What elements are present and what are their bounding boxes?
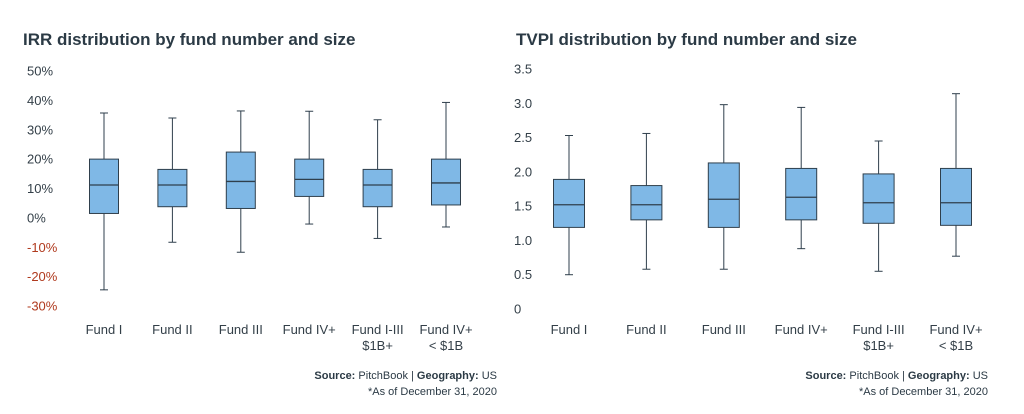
x-category-label: Fund IV+ <box>775 322 828 337</box>
box-group <box>862 140 895 272</box>
x-category-label: Fund I <box>551 322 588 337</box>
box-group <box>630 132 663 270</box>
y-tick-label: 40% <box>27 93 53 108</box>
box-group <box>89 112 119 291</box>
y-tick-label: 0 <box>514 302 521 317</box>
box-group <box>707 104 740 270</box>
source-value: PitchBook | <box>846 370 908 382</box>
box-iqr <box>940 167 972 226</box>
geography-label: Geography: <box>416 370 479 382</box>
tvpi-source-line: Source: PitchBook | Geography: US <box>805 368 988 384</box>
box-group <box>431 101 461 228</box>
y-tick-label: 50% <box>27 64 53 79</box>
source-label: Source: <box>805 370 847 382</box>
x-category-label: $1B+ <box>362 338 393 353</box>
box-group <box>553 135 585 276</box>
x-category-label: Fund III <box>702 322 746 337</box>
y-tick-label: -10% <box>27 240 58 255</box>
y-tick-label: 1.5 <box>514 199 532 214</box>
box-iqr <box>707 162 740 228</box>
geography-value: US <box>478 370 497 382</box>
box-iqr <box>553 178 585 228</box>
x-category-label: Fund III <box>219 322 263 337</box>
y-tick-label: 1.0 <box>514 233 532 248</box>
box-group <box>225 110 256 253</box>
y-tick-label: 0.5 <box>514 267 532 282</box>
geography-value: US <box>969 370 988 382</box>
box-group <box>294 110 325 225</box>
y-tick-label: 30% <box>27 122 53 137</box>
x-category-label: Fund II <box>152 322 192 337</box>
box-iqr <box>785 167 818 221</box>
box-group <box>362 119 393 239</box>
x-category-label: Fund II <box>626 322 666 337</box>
tvpi-chart-panel: TVPI distribution by fund number and siz… <box>512 0 1024 414</box>
tvpi-chart-title: TVPI distribution by fund number and siz… <box>516 30 857 49</box>
box-iqr <box>157 168 188 208</box>
box-group <box>940 93 972 257</box>
box-iqr <box>225 151 256 209</box>
irr-chart-panel: IRR distribution by fund number and size… <box>23 30 497 400</box>
box-iqr <box>294 158 325 197</box>
tvpi-as-of-note: *As of December 31, 2020 <box>858 386 988 398</box>
irr-chart-title: IRR distribution by fund number and size <box>23 30 356 49</box>
x-category-label: Fund I-III <box>352 322 404 337</box>
box-iqr <box>362 168 393 208</box>
x-category-label: Fund IV+ <box>419 322 472 337</box>
box-iqr <box>431 158 461 206</box>
x-category-label: Fund I <box>86 322 123 337</box>
y-tick-label: -30% <box>27 299 58 314</box>
x-category-label: < $1B <box>939 338 973 353</box>
box-group <box>785 106 818 250</box>
irr-as-of-note: *As of December 31, 2020 <box>367 386 497 398</box>
y-tick-label: 2.0 <box>514 164 532 179</box>
source-value: PitchBook | <box>355 370 417 382</box>
y-tick-label: 3.0 <box>514 96 532 111</box>
y-tick-label: 0% <box>27 210 46 225</box>
irr-source-note: Source: PitchBook | Geography: US *As of… <box>314 368 497 400</box>
tvpi-box-plot: 3.5 3.0 2.5 2.0 1.5 1.0 0.5 0 Fund I Fund II Fund … <box>514 62 983 354</box>
x-category-label: Fund IV+ <box>929 322 982 337</box>
source-label: Source: <box>314 370 356 382</box>
y-tick-label: 2.5 <box>514 130 532 145</box>
box-iqr <box>862 173 895 224</box>
irr-source-line: Source: PitchBook | Geography: US <box>314 368 497 384</box>
y-tick-label: 20% <box>27 152 53 167</box>
x-category-label: < $1B <box>429 338 463 353</box>
y-tick-label: -20% <box>27 269 58 284</box>
geography-label: Geography: <box>907 370 970 382</box>
box-iqr <box>630 185 663 221</box>
box-iqr <box>89 158 119 214</box>
x-category-label: $1B+ <box>863 338 894 353</box>
box-group <box>157 117 188 243</box>
x-category-label: Fund I-III <box>853 322 905 337</box>
tvpi-source-note: Source: PitchBook | Geography: US *As of… <box>805 368 988 400</box>
y-tick-label: 10% <box>27 181 53 196</box>
y-tick-label: 3.5 <box>514 62 532 77</box>
irr-box-plot: 50% 40% 30% 20% 10% 0% -10% -20% -30% Fund I Fund … <box>27 64 473 354</box>
x-category-label: Fund IV+ <box>283 322 336 337</box>
